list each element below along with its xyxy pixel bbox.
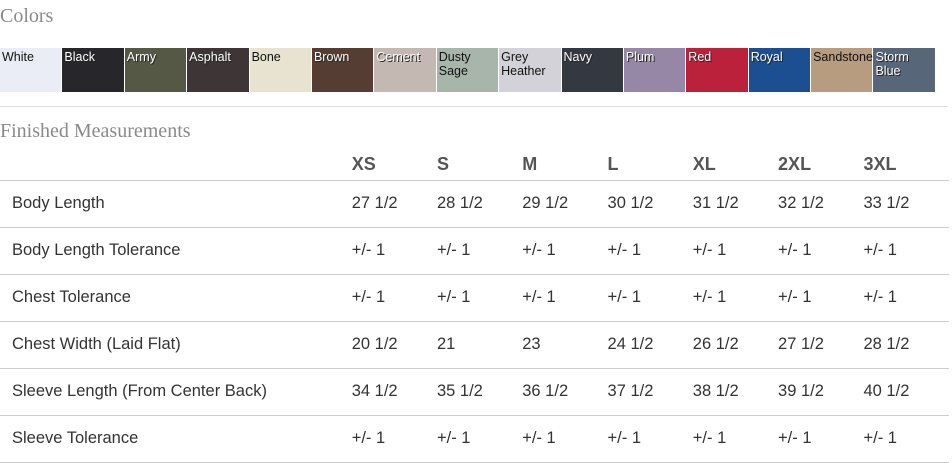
measurement-cell: +/- 1 — [351, 226, 437, 274]
measurement-cell: 31 1/2 — [692, 179, 779, 227]
color-swatch[interactable]: Navy — [561, 48, 624, 92]
measurement-cell: +/- 1 — [351, 414, 437, 463]
measurement-cell: 36 1/2 — [522, 367, 608, 415]
measurement-cell: +/- 1 — [863, 414, 949, 463]
measurement-cell: 33 1/2 — [863, 179, 949, 227]
measurement-cell: 37 1/2 — [607, 367, 693, 415]
color-swatch[interactable]: Dusty Sage — [436, 48, 500, 92]
size-header: XL — [692, 154, 716, 175]
measurement-cell: 27 1/2 — [778, 320, 864, 368]
measurement-cell: 32 1/2 — [778, 179, 864, 227]
color-swatch[interactable]: Cement — [374, 48, 437, 92]
colors-heading: Colors — [0, 5, 54, 27]
table-row: Chest Tolerance +/- 1 +/- 1 +/- 1 +/- 1 +/- 1… — [0, 273, 949, 321]
measurement-cell: 23 — [522, 320, 608, 368]
color-swatch[interactable]: Black — [62, 48, 125, 92]
header-blank — [0, 146, 352, 180]
size-header: XS — [351, 154, 376, 175]
color-swatch[interactable]: Storm Blue — [873, 48, 936, 92]
table-row: Sleeve Tolerance +/- 1 +/- 1 +/- 1 +/- 1 +/- … — [0, 414, 949, 463]
color-swatches: White Black Army Asphalt Bone Brown Cement Dust… — [0, 48, 936, 92]
measurement-cell: 35 1/2 — [436, 367, 523, 415]
measurement-cell: 30 1/2 — [607, 179, 693, 227]
color-swatch[interactable]: Red — [686, 48, 749, 92]
table-row: Body Length 27 1/2 28 1/2 29 1/2 30 1/2 31 1/… — [0, 179, 949, 227]
measurement-cell: +/- 1 — [436, 414, 523, 463]
measurement-cell: +/- 1 — [692, 226, 779, 274]
row-label: Body Length — [0, 179, 352, 227]
size-header: 2XL — [778, 154, 812, 175]
measurement-cell: +/- 1 — [522, 414, 608, 463]
measurements-table: XS S M L XL 2XL 3XL Body Length 27 1/2 28 1/2 29 … — [0, 146, 949, 463]
measurement-cell: 38 1/2 — [692, 367, 779, 415]
measurement-cell: +/- 1 — [351, 273, 437, 321]
measurement-cell: +/- 1 — [607, 226, 693, 274]
measurement-cell: 21 — [436, 320, 523, 368]
measurement-cell: 40 1/2 — [863, 367, 949, 415]
measurement-cell: +/- 1 — [778, 226, 864, 274]
measurement-cell: 39 1/2 — [778, 367, 864, 415]
table-row: Body Length Tolerance +/- 1 +/- 1 +/- 1 +/- … — [0, 226, 949, 274]
row-label: Chest Tolerance — [0, 273, 352, 321]
size-header: L — [607, 154, 619, 175]
measurement-cell: +/- 1 — [778, 273, 864, 321]
measurement-cell: +/- 1 — [436, 226, 523, 274]
row-label: Chest Width (Laid Flat) — [0, 320, 352, 368]
color-swatch[interactable]: Royal — [748, 48, 812, 92]
measurement-cell: +/- 1 — [607, 414, 693, 463]
measurement-cell: 24 1/2 — [607, 320, 693, 368]
color-swatch[interactable]: Sandstone — [811, 48, 874, 92]
size-header: M — [522, 154, 538, 175]
measurements-heading: Finished Measurements — [0, 120, 191, 142]
measurement-cell: +/- 1 — [692, 414, 779, 463]
measurement-cell: +/- 1 — [778, 414, 864, 463]
measurement-cell: 34 1/2 — [351, 367, 437, 415]
measurement-cell: 28 1/2 — [863, 320, 949, 368]
size-header: S — [436, 154, 449, 175]
measurement-cell: +/- 1 — [863, 226, 949, 274]
row-label: Sleeve Tolerance — [0, 414, 352, 463]
color-swatch[interactable]: Grey Heather — [499, 48, 562, 92]
measurement-cell: +/- 1 — [522, 273, 608, 321]
color-swatch[interactable]: Army — [124, 48, 188, 92]
table-row: Sleeve Length (From Center Back) 34 1/2 35… — [0, 367, 949, 415]
divider — [0, 106, 948, 107]
size-header-row: XS S M L XL 2XL 3XL — [0, 146, 949, 180]
table-row: Chest Width (Laid Flat) 20 1/2 21 23 24 1/2 2… — [0, 320, 949, 368]
color-swatch[interactable]: Brown — [311, 48, 375, 92]
color-swatch[interactable]: Plum — [623, 48, 687, 92]
measurement-cell: +/- 1 — [436, 273, 523, 321]
measurement-cell: 29 1/2 — [522, 179, 608, 227]
measurement-cell: 28 1/2 — [436, 179, 523, 227]
color-swatch[interactable]: White — [0, 48, 63, 92]
color-swatch[interactable]: Bone — [249, 48, 312, 92]
measurement-cell: +/- 1 — [522, 226, 608, 274]
measurement-cell: +/- 1 — [692, 273, 779, 321]
measurement-cell: 26 1/2 — [692, 320, 779, 368]
size-header: 3XL — [863, 154, 897, 175]
measurement-cell: 20 1/2 — [351, 320, 437, 368]
color-swatch[interactable]: Asphalt — [187, 48, 250, 92]
row-label: Sleeve Length (From Center Back) — [0, 367, 352, 415]
measurement-cell: +/- 1 — [863, 273, 949, 321]
row-label: Body Length Tolerance — [0, 226, 352, 274]
measurement-cell: +/- 1 — [607, 273, 693, 321]
measurement-cell: 27 1/2 — [351, 179, 437, 227]
